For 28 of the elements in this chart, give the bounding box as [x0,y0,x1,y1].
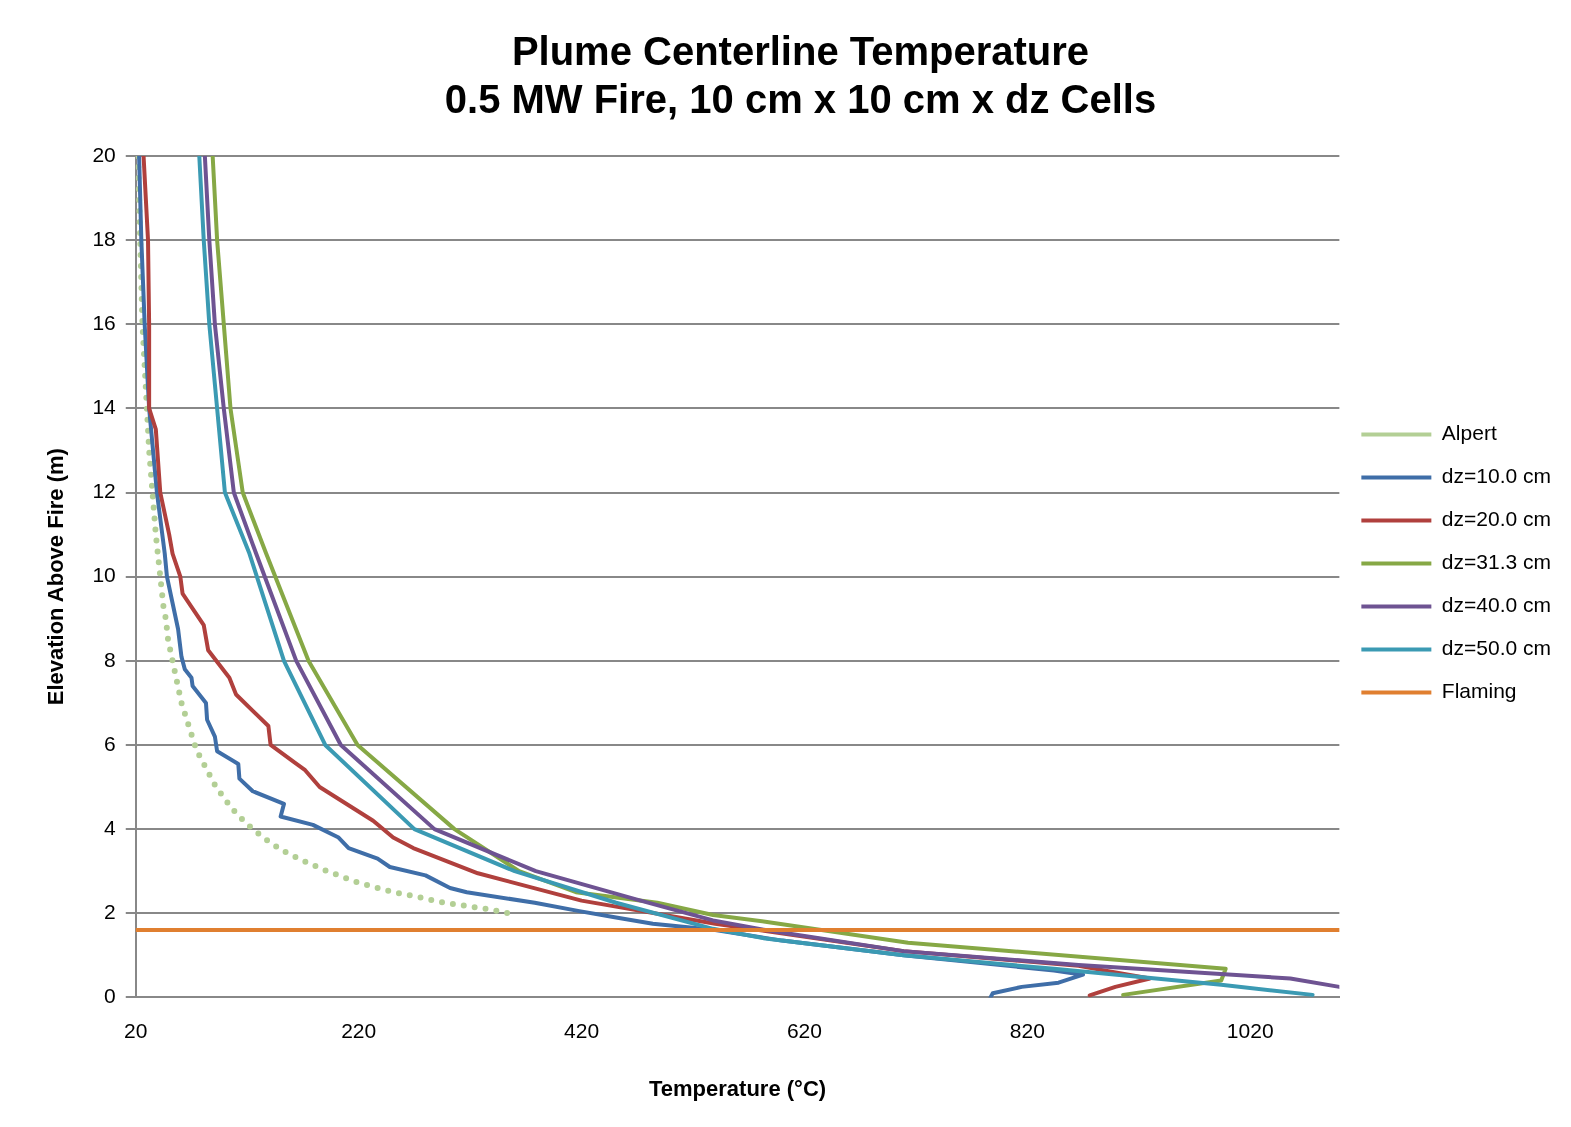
y-tick-label: 20 [92,142,116,166]
legend-label: dz=50.0 cm [1441,636,1552,660]
legend-label: dz=20.0 cm [1441,507,1552,531]
x-tick-label: 820 [1009,1018,1045,1042]
x-tick-label: 20 [124,1018,148,1042]
y-tick-label: 16 [92,311,116,335]
chart-subtitle: 0.5 MW Fire, 10 cm x 10 cm x dz Cells [444,77,1157,122]
legend-label: Flaming [1441,679,1517,703]
y-tick-label: 14 [92,395,117,419]
x-tick-label: 420 [564,1018,600,1042]
y-tick-label: 0 [104,984,116,1008]
chart-title: Plume Centerline Temperature [511,29,1090,74]
y-axis-title: Elevation Above Fire (m) [43,448,69,706]
y-tick-label: 12 [92,479,116,503]
x-tick-label: 1020 [1226,1018,1274,1042]
y-tick-label: 4 [104,815,117,839]
y-tick-label: 6 [104,731,116,755]
legend-label: dz=10.0 cm [1441,464,1552,488]
x-axis-title: Temperature (°C) [649,1075,827,1101]
legend-label: dz=40.0 cm [1441,593,1552,617]
x-tick-label: 220 [341,1018,377,1042]
legend-label: dz=31.3 cm [1441,550,1552,574]
x-tick-label: 620 [786,1018,822,1042]
y-tick-label: 10 [92,563,116,587]
legend-label: Alpert [1441,421,1497,445]
y-tick-label: 8 [104,647,116,671]
y-tick-label: 18 [92,226,116,250]
y-tick-label: 2 [104,900,116,924]
